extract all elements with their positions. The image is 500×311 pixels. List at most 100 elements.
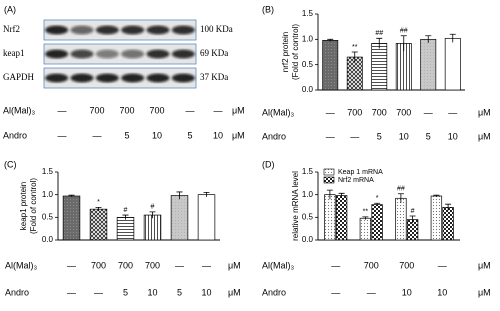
condition-value: — [175, 260, 184, 270]
error-bar [122, 214, 129, 220]
y-tick-label: 0.0 [42, 235, 54, 244]
condition-unit: μM [478, 260, 491, 270]
condition-value: 5 [177, 287, 182, 297]
blot-band [45, 49, 69, 59]
condition-value: — [367, 287, 376, 297]
error-bar [68, 194, 75, 197]
condition-unit: μM [478, 287, 491, 297]
significance-mark: ** [352, 44, 358, 51]
blot-size: 37 KDa [200, 72, 228, 82]
condition-value: 700 [91, 260, 106, 270]
error-bar [425, 35, 432, 43]
condition-value: 10 [448, 131, 458, 141]
condition-unit: μM [232, 105, 245, 115]
blot-frame [43, 19, 197, 41]
condition-unit: μM [478, 107, 491, 117]
y-tick-label: 0.5 [42, 212, 54, 221]
condition-label: Al(Mal)₃ [3, 105, 35, 115]
y-axis-label: (Fold of control) [29, 178, 38, 234]
blot-size: 69 KDa [200, 48, 228, 58]
condition-value: — [202, 260, 211, 270]
condition-label: Andro [262, 287, 286, 297]
blot-band [45, 25, 69, 35]
legend-label: Nrf2 mRNA [338, 177, 374, 184]
bar [143, 214, 162, 241]
condition-value: — [326, 131, 335, 141]
error-bar [362, 216, 369, 220]
condition-value: — [67, 287, 76, 297]
error-bar [445, 203, 452, 211]
blot-band [146, 25, 170, 35]
blot-band [171, 73, 195, 83]
condition-label: Andro [5, 287, 29, 297]
condition-value: 10 [201, 287, 211, 297]
condition-value: 700 [89, 105, 104, 115]
condition-value: — [424, 107, 433, 117]
condition-unit: μM [232, 130, 245, 140]
blot-band [95, 73, 119, 83]
bar [116, 216, 135, 241]
condition-value: 10 [152, 130, 162, 140]
condition-unit: μM [228, 287, 241, 297]
y-tick-label: 1.5 [302, 9, 314, 18]
blot-frame [43, 43, 197, 65]
y-tick-label: 1.0 [302, 190, 314, 199]
condition-label: Andro [3, 130, 27, 140]
significance-mark: # [151, 204, 155, 211]
significance-mark: ## [400, 28, 408, 35]
error-bar [327, 38, 334, 42]
condition-value: — [331, 260, 340, 270]
condition-value: 700 [396, 107, 411, 117]
y-tick-label: 0.5 [302, 212, 314, 221]
bar [430, 195, 443, 241]
condition-value: — [93, 130, 102, 140]
error-bar [409, 215, 416, 224]
condition-value: 700 [364, 260, 379, 270]
condition-value: — [331, 287, 340, 297]
significance-mark: ## [397, 186, 405, 193]
condition-value: 700 [347, 107, 362, 117]
blot-band [171, 49, 195, 59]
panel-label: (C) [4, 159, 17, 169]
blot-band [146, 73, 170, 83]
legend-swatch [323, 176, 335, 184]
condition-value: — [326, 107, 335, 117]
condition-value: — [448, 107, 457, 117]
blot-row-name: GAPDH [3, 72, 35, 82]
error-bar [338, 192, 345, 198]
y-tick-label: 0.0 [302, 235, 314, 244]
bar [395, 197, 407, 241]
blot-band [45, 73, 69, 83]
error-bar [374, 202, 381, 206]
condition-value: 5 [187, 130, 192, 140]
significance-mark: # [411, 208, 415, 215]
condition-value: 5 [426, 131, 431, 141]
condition-value: — [350, 131, 359, 141]
significance-mark: ** [363, 209, 369, 216]
y-axis-label: (Fold of control) [291, 24, 300, 80]
condition-value: 10 [147, 287, 157, 297]
condition-value: 5 [377, 131, 382, 141]
error-bar [433, 194, 440, 197]
panel-label: (A) [4, 4, 16, 14]
y-axis-label: relative mRNA level [291, 171, 300, 241]
blot-band [95, 25, 119, 35]
condition-label: Al(Mal)₃ [5, 260, 37, 270]
condition-value: 5 [124, 130, 129, 140]
bar [335, 195, 348, 241]
condition-value: — [438, 260, 447, 270]
legend-swatch [323, 168, 335, 176]
condition-value: — [67, 260, 76, 270]
panel-label: (B) [262, 4, 274, 14]
y-tick-label: 1.0 [42, 190, 54, 199]
condition-value: 10 [402, 287, 412, 297]
blot-band [70, 73, 94, 83]
significance-mark: # [124, 207, 128, 214]
significance-mark: * [376, 195, 379, 202]
y-tick-label: 1.0 [302, 34, 314, 43]
condition-label: Andro [262, 131, 286, 141]
error-bar [326, 189, 333, 200]
bar [62, 195, 81, 241]
condition-value: 700 [372, 107, 387, 117]
